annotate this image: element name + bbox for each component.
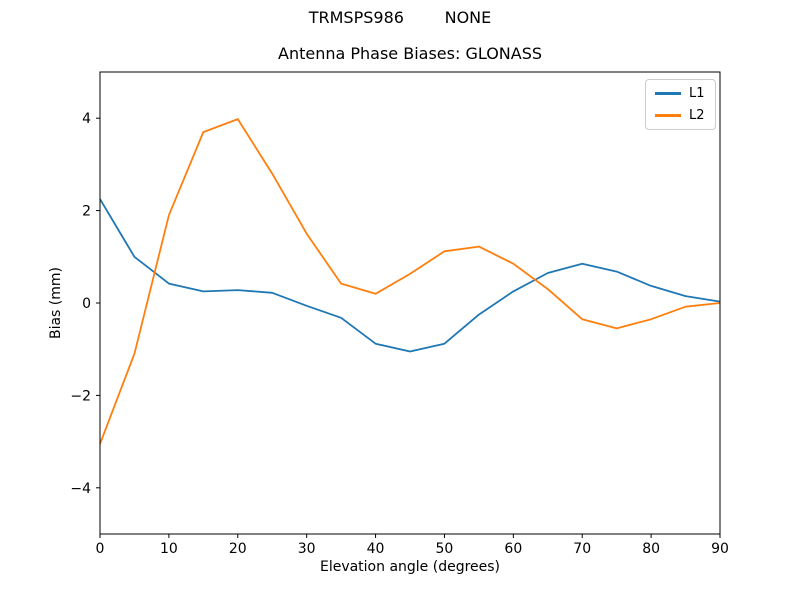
plot-border xyxy=(99,71,721,535)
x-tick-label: 20 xyxy=(229,541,247,557)
y-tick-label: −4 xyxy=(70,481,91,497)
x-tick-label: 10 xyxy=(160,541,178,557)
series-line-L1 xyxy=(99,198,721,353)
x-tick-label: 50 xyxy=(436,541,454,557)
x-tick-label: 0 xyxy=(96,541,105,557)
y-tick-label: 2 xyxy=(82,204,91,220)
figure-suptitle: TRMSPS986 NONE xyxy=(308,8,492,27)
x-tick-label: 30 xyxy=(298,541,316,557)
l1-line-swatch xyxy=(655,92,681,95)
legend-item-l2: L2 xyxy=(655,109,705,122)
series-line-L2 xyxy=(99,118,721,445)
chart-title: Antenna Phase Biases: GLONASS xyxy=(277,44,543,63)
legend-item-l1: L1 xyxy=(655,87,705,100)
x-tick-label: 40 xyxy=(367,541,385,557)
legend-label-l2: L2 xyxy=(689,108,705,123)
y-tick-label: −2 xyxy=(70,388,91,404)
x-tick-label: 60 xyxy=(504,541,522,557)
x-tick-label: 80 xyxy=(642,541,660,557)
y-tick-label: 0 xyxy=(82,296,91,312)
y-tick-label: 4 xyxy=(82,111,91,127)
l2-line-swatch xyxy=(655,114,681,117)
x-tick-label: 70 xyxy=(573,541,591,557)
x-tick-label: 90 xyxy=(711,541,729,557)
y-axis-label: Bias (mm) xyxy=(48,266,64,340)
legend-label-l1: L1 xyxy=(689,86,705,101)
x-axis-label: Elevation angle (degrees) xyxy=(319,559,501,575)
legend: L1 L2 xyxy=(645,79,716,130)
